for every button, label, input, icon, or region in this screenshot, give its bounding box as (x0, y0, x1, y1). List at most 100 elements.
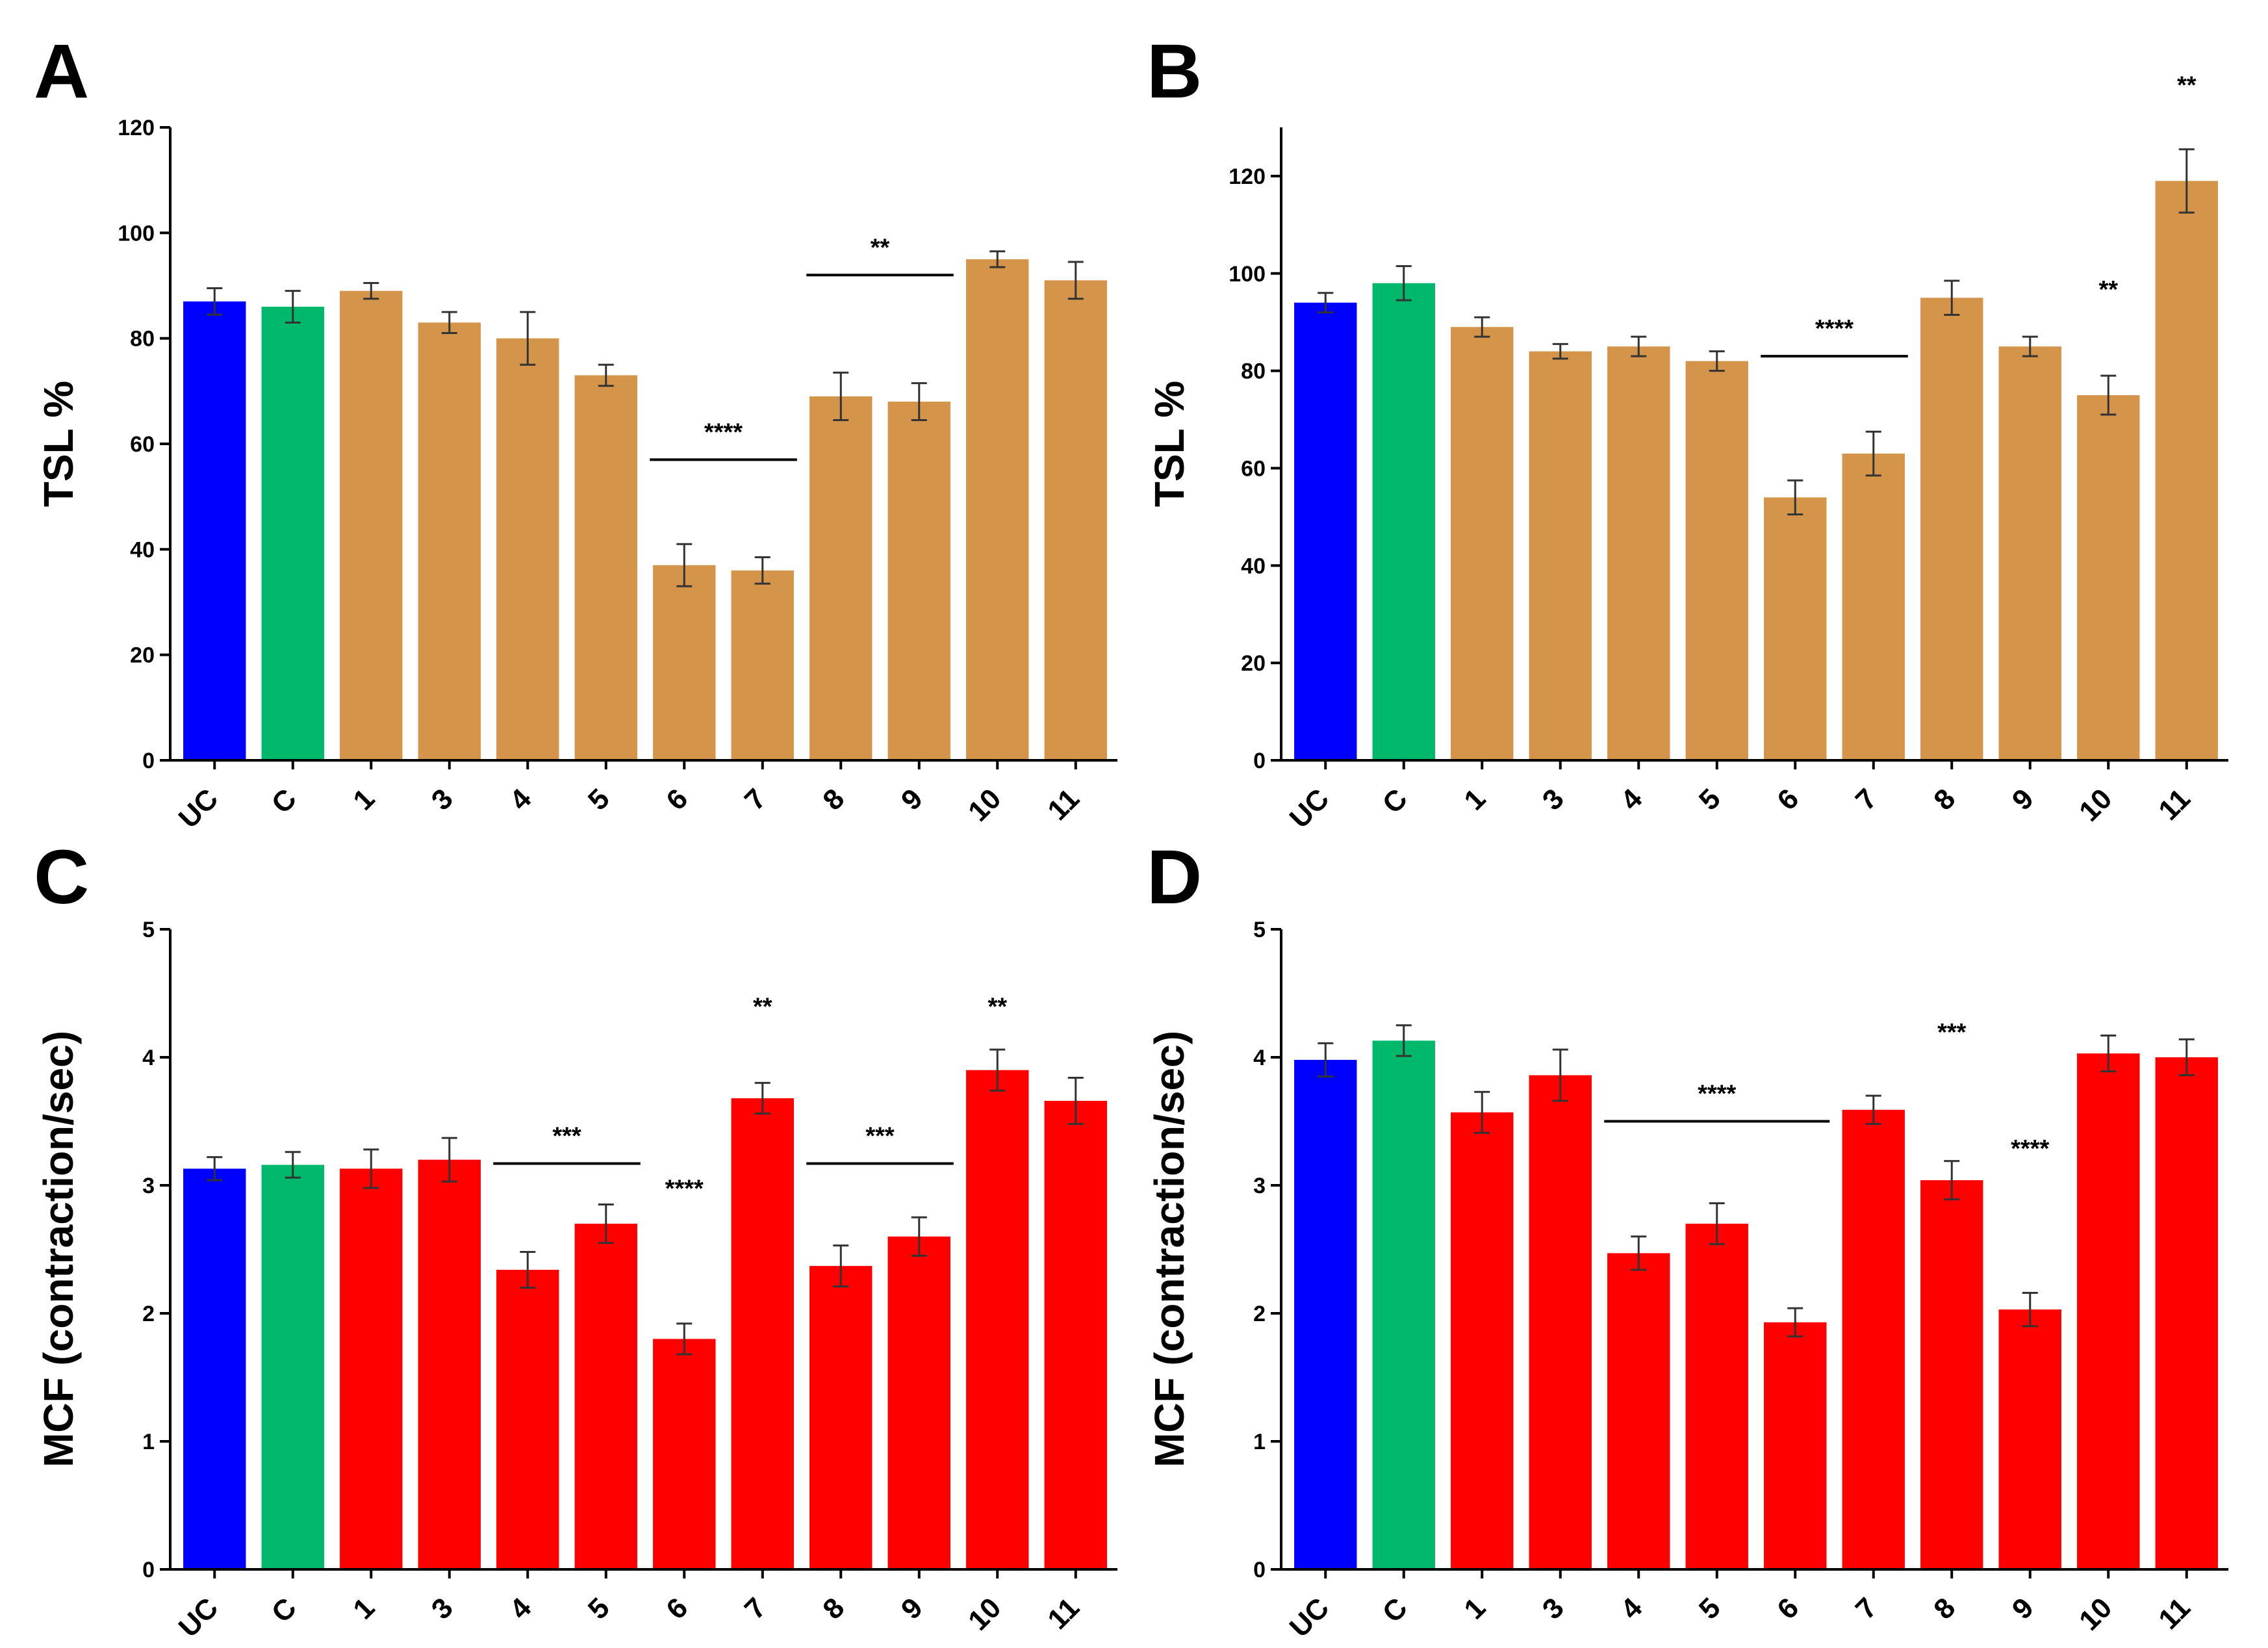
bar-uc (183, 301, 246, 761)
x-tick-label: 7 (1850, 782, 1883, 816)
bar-10 (966, 259, 1029, 761)
x-tick-label: 6 (1771, 782, 1805, 816)
y-tick-label: 3 (142, 1174, 155, 1198)
x-tick-label: UC (173, 1591, 225, 1643)
bar-1 (340, 290, 403, 760)
bar-10 (2077, 395, 2140, 760)
significance-marker: ** (2098, 276, 2118, 303)
y-tick-label: 60 (1241, 456, 1266, 481)
y-tick-label: 0 (142, 749, 155, 773)
x-tick-label: 7 (1850, 1591, 1883, 1625)
bar-4 (496, 1270, 559, 1569)
error-bar-uc (1318, 292, 1334, 314)
significance-marker: ** (871, 234, 890, 261)
y-tick-label: 0 (1253, 1558, 1266, 1582)
x-tick-label: 4 (503, 1591, 537, 1625)
error-bar-3 (1552, 342, 1568, 360)
x-tick-label: 4 (1614, 1591, 1648, 1625)
error-bar-7 (1865, 1094, 1881, 1125)
bar-5 (1685, 361, 1748, 760)
x-tick-label: 8 (1928, 782, 1961, 816)
significance-marker: *** (552, 1123, 581, 1150)
y-tick-label: 4 (1253, 1046, 1266, 1070)
error-bar-c (285, 290, 301, 324)
y-tick-label: 2 (1253, 1302, 1266, 1326)
error-bar-6 (676, 543, 693, 587)
panel-label: C (34, 834, 89, 920)
x-tick-label: 4 (1614, 782, 1648, 816)
error-bar-uc (1318, 1042, 1334, 1078)
bar-7 (731, 570, 794, 760)
error-bar-4 (520, 1250, 536, 1289)
bar-3 (1529, 1075, 1592, 1569)
error-bar-11 (1067, 261, 1084, 300)
x-tick-label: 3 (1536, 782, 1570, 816)
bar-1 (1451, 327, 1514, 761)
bar-uc (1294, 1059, 1357, 1569)
y-tick-label: 100 (118, 221, 155, 246)
error-bar-8 (833, 371, 849, 421)
x-tick-label: 1 (347, 782, 381, 816)
significance-marker: ** (987, 994, 1007, 1021)
x-tick-label: UC (1284, 782, 1336, 834)
y-tick-label: 80 (130, 327, 155, 352)
y-tick-label: 2 (142, 1302, 155, 1326)
error-bar-7 (754, 556, 771, 585)
error-bar-11 (2178, 1038, 2195, 1077)
bar-10 (966, 1070, 1029, 1569)
error-bar-uc (207, 1156, 223, 1181)
significance-marker: ** (2177, 72, 2197, 99)
x-tick-label: 8 (1928, 1591, 1961, 1625)
error-bar-5 (598, 1204, 614, 1244)
x-tick-label: 1 (1458, 1591, 1492, 1625)
bar-4 (1607, 346, 1670, 760)
x-tick-label: UC (1284, 1591, 1336, 1643)
x-tick-label: 10 (2073, 1591, 2118, 1636)
y-tick-label: 1 (1253, 1430, 1266, 1454)
bar-6 (653, 1339, 716, 1569)
significance-marker: *** (865, 1123, 895, 1150)
error-bar-3 (441, 1137, 457, 1183)
x-tick-label: 9 (2006, 782, 2040, 816)
y-tick-label: 5 (1253, 918, 1266, 942)
bar-uc (1294, 302, 1357, 760)
y-tick-label: 20 (130, 643, 155, 668)
y-tick-label: 60 (130, 432, 155, 457)
significance-marker: **** (2011, 1135, 2049, 1163)
bar-c (261, 1165, 324, 1569)
error-bar-8 (1944, 279, 1960, 316)
bar-9 (1998, 1309, 2061, 1569)
x-tick-label: 11 (2152, 782, 2197, 827)
error-bar-9 (911, 382, 927, 421)
significance-marker: *** (1937, 1019, 1967, 1046)
error-bar-5 (598, 363, 614, 387)
x-tick-label: 11 (1041, 782, 1086, 827)
y-tick-label: 40 (130, 537, 155, 562)
bar-5 (1685, 1224, 1748, 1569)
x-tick-label: 10 (962, 782, 1007, 827)
error-bar-1 (1474, 1090, 1490, 1134)
x-tick-label: C (266, 782, 303, 819)
x-tick-label: UC (173, 782, 225, 834)
error-bar-9 (2022, 1291, 2038, 1328)
y-tick-label: 0 (142, 1558, 155, 1582)
bar-4 (496, 338, 559, 760)
bar-6 (1764, 497, 1827, 760)
significance-marker: **** (1815, 315, 1854, 342)
x-tick-label: 9 (2006, 1591, 2040, 1625)
error-bar-c (1395, 265, 1412, 302)
bar-7 (1842, 1109, 1905, 1569)
error-bar-c (1395, 1024, 1412, 1057)
bar-9 (1998, 346, 2061, 760)
x-tick-label: 9 (895, 782, 929, 816)
error-bar-8 (833, 1244, 849, 1288)
y-tick-label: 3 (1253, 1174, 1266, 1198)
x-tick-label: C (1377, 1591, 1414, 1629)
error-bar-4 (520, 311, 536, 366)
error-bar-10 (989, 1048, 1006, 1092)
panel-label: B (1147, 29, 1202, 114)
bar-uc (183, 1168, 246, 1569)
y-tick-label: 40 (1241, 554, 1266, 578)
bar-8 (1920, 1180, 1983, 1569)
